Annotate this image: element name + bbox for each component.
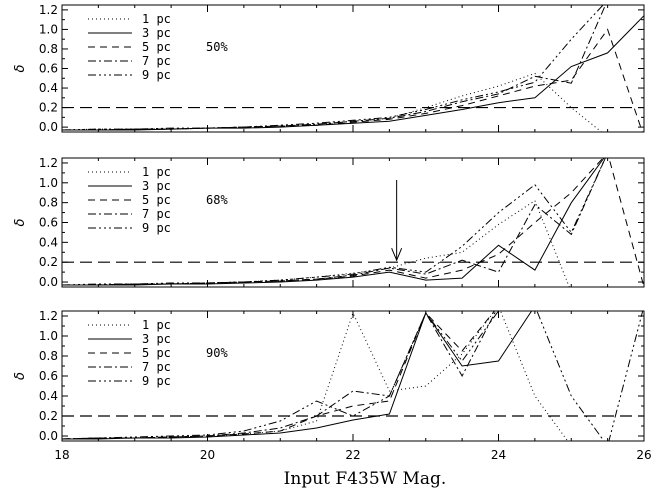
panel-percent-label: 50% bbox=[206, 40, 228, 54]
legend-label: 3 pc bbox=[142, 332, 171, 346]
y-tick-label: 1.2 bbox=[39, 3, 58, 17]
y-tick-label: 0.6 bbox=[39, 216, 58, 230]
y-tick-label: 1.0 bbox=[39, 22, 58, 36]
y-tick-label: 0.2 bbox=[39, 101, 58, 115]
x-tick-label: 18 bbox=[54, 448, 69, 462]
x-axis-label: Input F435W Mag. bbox=[284, 469, 447, 489]
panel-percent-label: 90% bbox=[206, 346, 228, 360]
series-group bbox=[62, 311, 644, 441]
series-line-1-pc bbox=[62, 199, 570, 287]
y-axis-label: δ bbox=[13, 218, 28, 226]
panel-percent-label: 68% bbox=[206, 193, 228, 207]
legend-label: 5 pc bbox=[142, 40, 171, 54]
legend-label: 1 pc bbox=[142, 12, 171, 26]
legend-label: 9 pc bbox=[142, 68, 171, 82]
series-group bbox=[62, 5, 644, 132]
series-line-1-pc bbox=[62, 72, 603, 132]
y-axis-label: δ bbox=[13, 64, 28, 72]
y-tick-label: 0.6 bbox=[39, 369, 58, 383]
x-tick-label: 20 bbox=[200, 448, 215, 462]
series-line-7-pc bbox=[62, 158, 606, 286]
panel-2: 0.0 0.2 0.4 0.6 0.8 1.0 1.2 δ 1 pc3 pc5 pc7 pc9 … bbox=[13, 156, 645, 289]
y-tick-label: 0.0 bbox=[39, 429, 58, 443]
series-line-7-pc bbox=[62, 5, 607, 131]
series-line-9-pc bbox=[62, 311, 644, 441]
y-tick-label: 0.8 bbox=[39, 42, 58, 56]
series-line-9-pc bbox=[62, 158, 606, 286]
y-tick-label: 1.0 bbox=[39, 329, 58, 343]
legend-label: 3 pc bbox=[142, 26, 171, 40]
y-tick-label: 1.2 bbox=[39, 309, 58, 323]
y-tick-label: 0.8 bbox=[39, 196, 58, 210]
y-tick-label: 0.4 bbox=[39, 235, 58, 249]
series-line-7-pc bbox=[62, 311, 497, 440]
x-tick-label: 22 bbox=[345, 448, 360, 462]
legend-label: 7 pc bbox=[142, 360, 171, 374]
x-tick-label: 24 bbox=[491, 448, 506, 462]
series-group bbox=[62, 158, 644, 287]
y-tick-label: 0.0 bbox=[39, 120, 58, 134]
arrow-head bbox=[391, 248, 403, 262]
legend-label: 9 pc bbox=[142, 221, 171, 235]
y-axis-label: δ bbox=[13, 372, 28, 380]
panel-1: 0.0 0.2 0.4 0.6 0.8 1.0 1.2 δ 1 pc3 pc5 pc7 pc9 … bbox=[13, 3, 645, 134]
y-tick-label: 0.0 bbox=[39, 275, 58, 289]
y-tick-label: 1.0 bbox=[39, 176, 58, 190]
legend-label: 3 pc bbox=[142, 179, 171, 193]
panel-3: 0.0 0.2 0.4 0.6 0.8 1.0 1.2 δ 1 pc3 pc5 pc7 pc9 … bbox=[13, 309, 652, 462]
series-line-3-pc bbox=[62, 311, 533, 440]
y-tick-label: 0.2 bbox=[39, 409, 58, 423]
y-tick-label: 1.2 bbox=[39, 156, 58, 170]
legend-label: 7 pc bbox=[142, 207, 171, 221]
y-tick-label: 0.6 bbox=[39, 62, 58, 76]
y-tick-label: 0.8 bbox=[39, 349, 58, 363]
legend-label: 5 pc bbox=[142, 193, 171, 207]
legend-label: 9 pc bbox=[142, 374, 171, 388]
y-tick-label: 0.4 bbox=[39, 389, 58, 403]
legend-label: 1 pc bbox=[142, 318, 171, 332]
chart-panels: 0.00.20.40.60.81.01.2δ1 pc3 pc5 pc7 pc9 … bbox=[13, 3, 652, 462]
legend-label: 5 pc bbox=[142, 346, 171, 360]
series-line-9-pc bbox=[62, 5, 604, 131]
y-tick-label: 0.2 bbox=[39, 255, 58, 269]
legend-label: 7 pc bbox=[142, 54, 171, 68]
x-tick-label: 26 bbox=[636, 448, 651, 462]
y-tick-label: 0.4 bbox=[39, 81, 58, 95]
legend-label: 1 pc bbox=[142, 165, 171, 179]
